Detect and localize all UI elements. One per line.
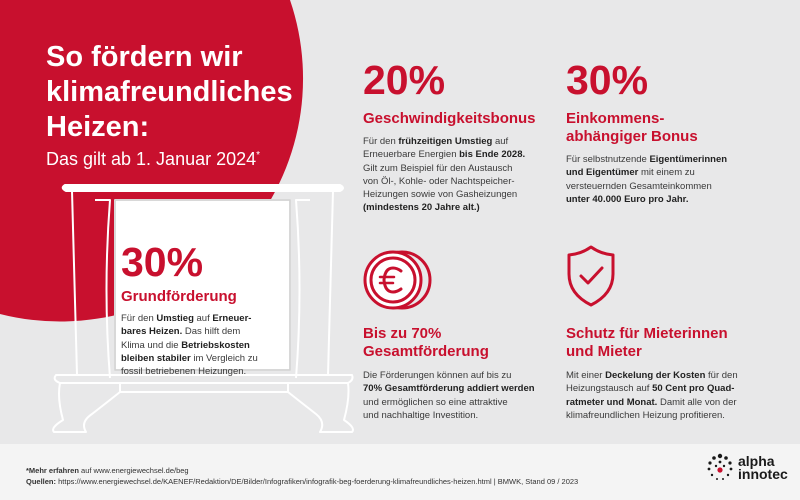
speed-bonus-percent: 20% [363, 57, 446, 103]
body-text: Für den [363, 136, 399, 147]
body-text: klimafreundlichen Heizung profitieren. [566, 409, 725, 421]
footer-band [0, 444, 800, 500]
total-funding-heading: Bis zu 70% Gesamtförderung [363, 325, 558, 361]
tenant-protection-heading: Schutz für Mieterinnen und Mieter [566, 325, 776, 361]
euro-coin-icon [363, 250, 432, 310]
page-subtitle: Das gilt ab 1. Januar 2024* [46, 149, 260, 170]
body-text: auf [193, 313, 213, 324]
emphasis-text: Eigentümerinnen [649, 154, 728, 165]
emphasis-text: unter 40.000 Euro pro Jahr. [566, 193, 689, 205]
grundfoerderung-heading: Grundförderung [121, 288, 237, 305]
income-bonus-text: Für selbstnutzende Eigentümerinnen und Ei… [566, 153, 766, 206]
body-text: Klima und die [121, 339, 182, 351]
emphasis-text: Erneuer- [212, 313, 252, 324]
footnote: *Mehr erfahren auf www.energiewechsel.de… [26, 466, 189, 475]
grundfoerderung-percent: 30% [121, 239, 204, 285]
dresser-detail [114, 199, 291, 371]
body-text: Heizungstausch auf [566, 383, 653, 395]
grundfoerderung-text: Für den Umstieg auf Erneuer-bares Heizen… [121, 312, 291, 378]
emphasis-text: bleiben stabiler [121, 352, 191, 364]
logo-line-1: alpha [738, 453, 775, 469]
total-funding-heading-line-1: Bis zu 70% [363, 325, 442, 342]
footnote-prefix: *Mehr erfahren [26, 466, 79, 475]
body-text: und nachhaltige Investition. [363, 409, 479, 421]
page-title: So fördern wir klimafreundliches Heizen: [46, 41, 293, 143]
emphasis-text: Betriebskosten [181, 339, 250, 351]
total-funding-block: Bis zu 70% Gesamtförderung Die Förderung… [363, 325, 558, 422]
body-text: Damit alle von der [657, 396, 737, 408]
speed-bonus-text: Für den frühzeitigen Umstieg auf Erneuerb… [363, 135, 553, 215]
body-text: Das hilft dem [182, 326, 241, 338]
speed-bonus-block: 20% Geschwindigkeitsbonus Für den frühze… [363, 58, 553, 215]
grundfoerderung-block: 30% Grundförderung Für den Umstieg auf E… [121, 240, 291, 378]
body-text: Erneuerbare Energien [363, 149, 460, 161]
body-text: fossil betriebenen Heizungen. [121, 366, 247, 378]
sources-prefix: Quellen: [26, 477, 57, 486]
emphasis-text: bares Heizen. [121, 326, 183, 338]
logo-line-2: innotec [738, 466, 788, 482]
emphasis-text: ratmeter und Monat. [566, 396, 658, 408]
body-text: Die Förderungen können auf bis zu [363, 370, 512, 381]
tenant-protection-heading-line-2: und Mieter [566, 343, 642, 360]
emphasis-text: Deckelung der Kosten [605, 370, 706, 381]
alpha-innotec-logo-icon [707, 453, 733, 480]
subtitle-text: Das gilt ab 1. Januar 2024 [46, 149, 257, 169]
speed-bonus-heading: Geschwindigkeitsbonus [363, 110, 536, 127]
body-text: Für selbstnutzende [566, 154, 650, 165]
body-text: versteuernden Gesamteinkommen [566, 180, 712, 192]
tenant-protection-block: Schutz für Mieterinnen und Mieter Mit ei… [566, 325, 776, 422]
emphasis-text: frühzeitigen Umstieg [398, 136, 493, 147]
subtitle-footnote-mark: * [256, 150, 261, 161]
tenant-protection-text: Mit einer Deckelung der Kosten für den He… [566, 369, 776, 422]
total-funding-text: Die Förderungen können auf bis zu 70% Ges… [363, 369, 558, 422]
emphasis-text: Umstieg [156, 313, 194, 324]
body-text: auf [492, 136, 509, 147]
shield-check-icon [567, 245, 615, 307]
alpha-innotec-logo: alpha innotec [738, 453, 788, 482]
body-text: Für den [121, 313, 157, 324]
sources: Quellen: https://www.energiewechsel.de/K… [26, 477, 578, 486]
emphasis-text: bis Ende 2028. [459, 149, 526, 161]
income-bonus-percent: 30% [566, 57, 649, 103]
emphasis-text: 70% Gesamtförderung addiert werden [363, 383, 535, 395]
sources-text: https://www.energiewechsel.de/KAENEF/Red… [56, 477, 579, 486]
emphasis-text: 50 Cent pro Quad- [652, 383, 735, 395]
body-text: Gilt zum Beispiel für den Austausch [363, 162, 513, 174]
footnote-text: auf www.energiewechsel.de/beg [78, 466, 189, 475]
body-text: Mit einer [566, 370, 606, 381]
income-bonus-heading: Einkommens- abhängiger Bonus [566, 110, 766, 146]
body-text: mit einem zu [638, 167, 695, 179]
body-text: und ermöglichen so eine attraktive [363, 396, 508, 408]
body-text: Heizungen sowie von Gasheizungen [363, 189, 518, 201]
emphasis-text: (mindestens 20 Jahre alt.) [363, 202, 480, 214]
emphasis-text: und Eigentümer [566, 167, 639, 179]
total-funding-heading-line-2: Gesamtförderung [363, 343, 489, 360]
income-bonus-heading-line-2: abhängiger Bonus [566, 128, 698, 145]
body-text: für den [705, 370, 738, 381]
tenant-protection-heading-line-1: Schutz für Mieterinnen [566, 325, 728, 342]
body-text: von Öl-, Kohle- oder Nachtspeicher- [363, 175, 515, 187]
income-bonus-block: 30% Einkommens- abhängiger Bonus Für sel… [566, 58, 766, 206]
body-text: im Vergleich zu [190, 352, 258, 364]
income-bonus-heading-line-1: Einkommens- [566, 110, 665, 127]
